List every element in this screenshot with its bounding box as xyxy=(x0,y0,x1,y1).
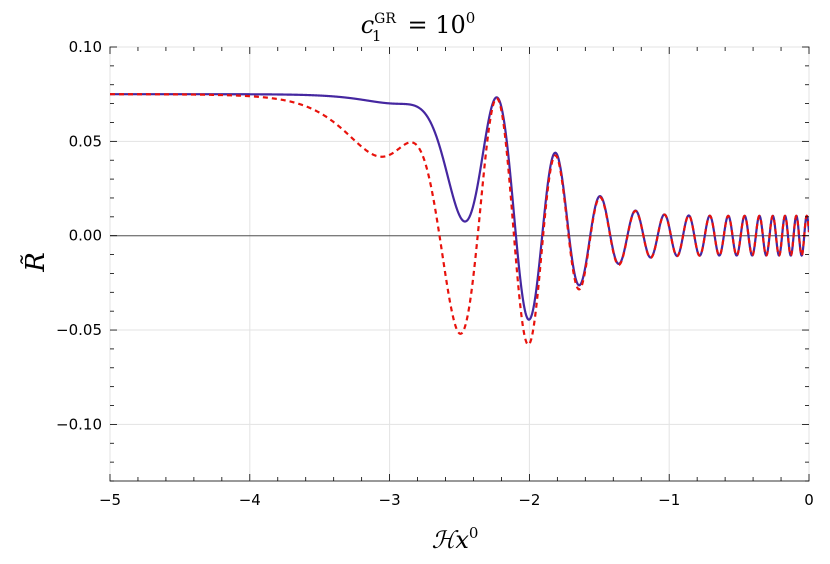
y-tick-label: −0.05 xyxy=(56,321,102,339)
chart-title: cGR 1 = 100 xyxy=(361,9,476,45)
title-sub: 1 xyxy=(372,27,382,45)
x-tick-label: −1 xyxy=(658,491,680,509)
y-axis-label: R̃ xyxy=(20,252,51,273)
x-tick-label: −2 xyxy=(518,491,540,509)
y-tick-label: 0.00 xyxy=(69,227,102,245)
title-rhs-exp: 0 xyxy=(466,9,476,27)
y-tick-label: −0.10 xyxy=(56,415,102,433)
y-tick-label: 0.05 xyxy=(69,132,102,150)
x-tick-label: −4 xyxy=(239,491,261,509)
title-rhs: = 10 xyxy=(407,11,465,39)
x-axis-label: ℋx0 xyxy=(432,524,479,554)
plot-frame xyxy=(109,46,810,482)
title-sup: GR xyxy=(374,11,396,27)
y-tick-label: 0.10 xyxy=(69,38,102,56)
x-axis-label-exp: 0 xyxy=(469,524,479,542)
title-base: c xyxy=(361,11,374,39)
y-tick-labels: 0.10 0.05 0.00 −0.05 −0.10 xyxy=(56,38,102,433)
x-tick-labels: −5 −4 −3 −2 −1 0 xyxy=(99,491,814,509)
x-tick-label: 0 xyxy=(804,491,814,509)
plot-background xyxy=(109,46,810,482)
series-layer xyxy=(110,93,809,346)
axis-ticks xyxy=(109,46,810,482)
series-line-2 xyxy=(110,93,809,346)
x-axis-label-base: ℋx xyxy=(432,526,470,554)
x-tick-label: −3 xyxy=(379,491,401,509)
x-tick-label: −5 xyxy=(99,491,121,509)
